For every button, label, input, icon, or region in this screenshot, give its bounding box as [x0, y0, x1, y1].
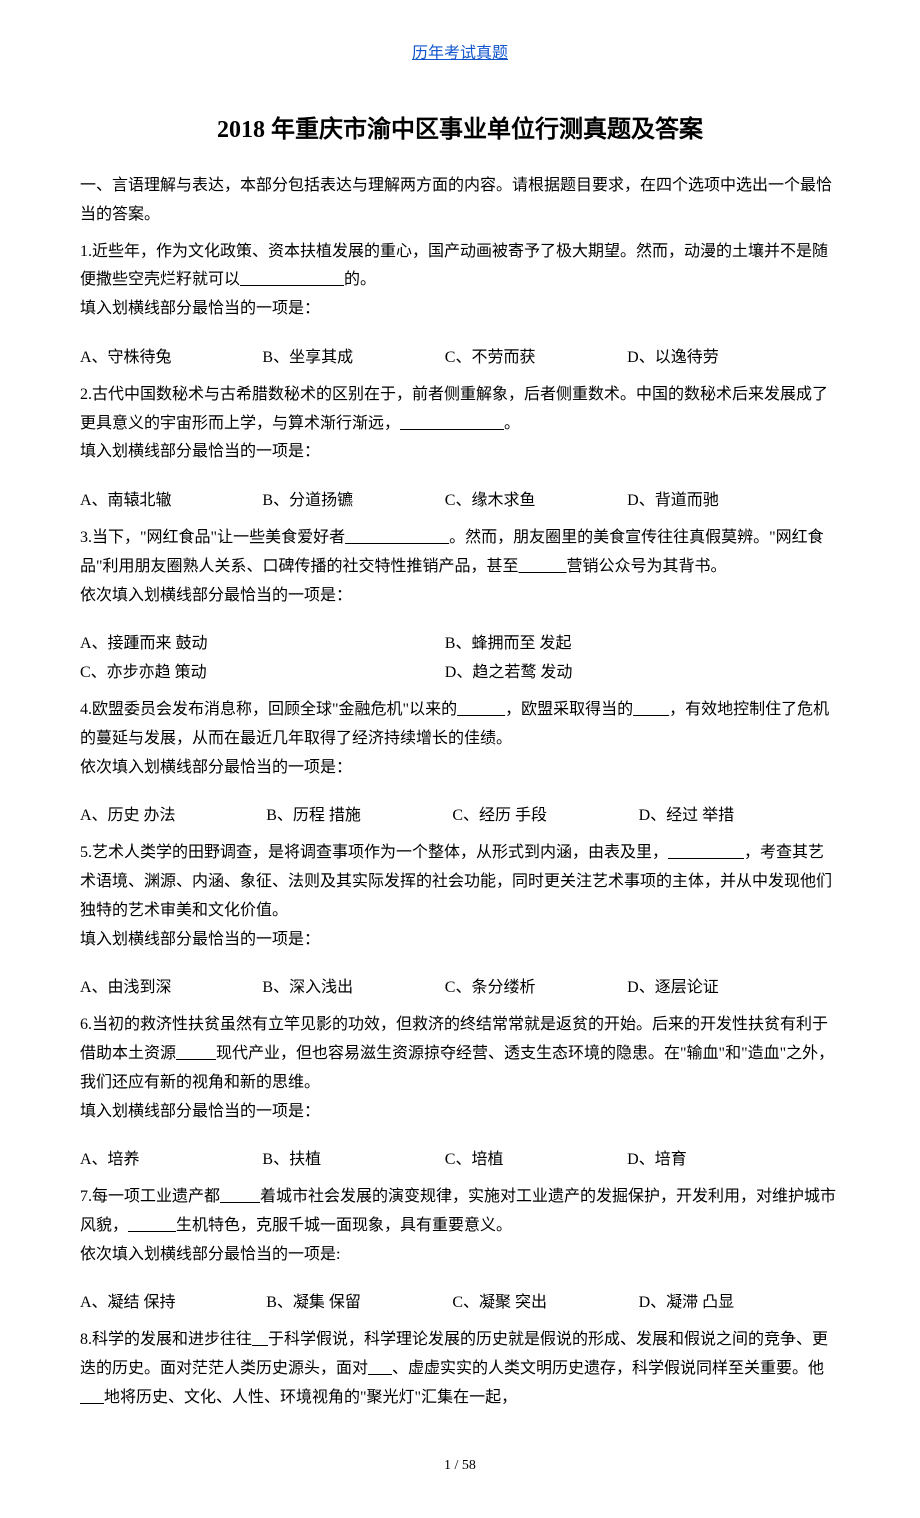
options: A、南辕北辙B、分道扬镳C、缘木求鱼D、背道而驰 — [80, 487, 840, 516]
question-prompt: 填入划横线部分最恰当的一项是： — [80, 1098, 840, 1127]
page-footer: 1 / 58 — [80, 1453, 840, 1478]
question-4: 4.欧盟委员会发布消息称，回顾全球"金融危机"以来的 ，欧盟采取得当的 ，有效地… — [80, 696, 840, 831]
option-b: B、分道扬镳 — [262, 487, 444, 516]
question-7: 7.每一项工业遗产都 着城市社会发展的演变规律，实施对工业遗产的发掘保护，开发利… — [80, 1183, 840, 1318]
options: A、培养B、扶植C、培植D、培育 — [80, 1146, 840, 1175]
question-prompt: 依次填入划横线部分最恰当的一项是： — [80, 582, 840, 611]
option-d: D、经过 举措 — [639, 802, 825, 831]
option-d: D、背道而驰 — [627, 487, 809, 516]
option-d: D、凝滞 凸显 — [639, 1289, 825, 1318]
option-a: A、南辕北辙 — [80, 487, 262, 516]
header-link-container: 历年考试真题 — [80, 40, 840, 69]
question-3: 3.当下，"网红食品"让一些美食爱好者 。然而，朋友圈里的美食宣传往往真假莫辨。… — [80, 524, 840, 688]
option-c: C、缘木求鱼 — [445, 487, 627, 516]
option-c: C、经历 手段 — [452, 802, 638, 831]
question-text: 4.欧盟委员会发布消息称，回顾全球"金融危机"以来的 ，欧盟采取得当的 ，有效地… — [80, 696, 840, 754]
header-link[interactable]: 历年考试真题 — [412, 45, 508, 62]
option-d: D、趋之若鹜 发动 — [445, 659, 810, 688]
option-b: B、坐享其成 — [262, 344, 444, 373]
options: A、凝结 保持B、凝集 保留C、凝聚 突出D、凝滞 凸显 — [80, 1289, 840, 1318]
option-c: C、不劳而获 — [445, 344, 627, 373]
option-a: A、历史 办法 — [80, 802, 266, 831]
option-b: B、蜂拥而至 发起 — [445, 630, 810, 659]
question-2: 2.古代中国数秘术与古希腊数秘术的区别在于，前者侧重解象，后者侧重数术。中国的数… — [80, 381, 840, 516]
question-text: 1.近些年，作为文化政策、资本扶植发展的重心，国产动画被寄予了极大期望。然而，动… — [80, 238, 840, 296]
question-prompt: 填入划横线部分最恰当的一项是： — [80, 926, 840, 955]
option-c: C、条分缕析 — [445, 974, 627, 1003]
option-d: D、培育 — [627, 1146, 809, 1175]
option-c: C、亦步亦趋 策动 — [80, 659, 445, 688]
options: A、守株待兔B、坐享其成C、不劳而获D、以逸待劳 — [80, 344, 840, 373]
option-a: A、接踵而来 鼓动 — [80, 630, 445, 659]
option-c: C、培植 — [445, 1146, 627, 1175]
option-a: A、由浅到深 — [80, 974, 262, 1003]
question-prompt: 填入划横线部分最恰当的一项是： — [80, 438, 840, 467]
option-b: B、凝集 保留 — [266, 1289, 452, 1318]
question-1: 1.近些年，作为文化政策、资本扶植发展的重心，国产动画被寄予了极大期望。然而，动… — [80, 238, 840, 373]
question-text: 8.科学的发展和进步往往 于科学假说，科学理论发展的历史就是假说的形成、发展和假… — [80, 1326, 840, 1412]
option-b: B、扶植 — [262, 1146, 444, 1175]
option-a: A、凝结 保持 — [80, 1289, 266, 1318]
question-prompt: 依次填入划横线部分最恰当的一项是： — [80, 754, 840, 783]
question-6: 6.当初的救济性扶贫虽然有立竿见影的功效，但救济的终结常常就是返贫的开始。后来的… — [80, 1011, 840, 1175]
options: A、由浅到深B、深入浅出C、条分缕析D、逐层论证 — [80, 974, 840, 1003]
option-b: B、历程 措施 — [266, 802, 452, 831]
question-text: 3.当下，"网红食品"让一些美食爱好者 。然而，朋友圈里的美食宣传往往真假莫辨。… — [80, 524, 840, 582]
option-a: A、守株待兔 — [80, 344, 262, 373]
options: A、历史 办法B、历程 措施C、经历 手段D、经过 举措 — [80, 802, 840, 831]
question-text: 7.每一项工业遗产都 着城市社会发展的演变规律，实施对工业遗产的发掘保护，开发利… — [80, 1183, 840, 1241]
option-c: C、凝聚 突出 — [452, 1289, 638, 1318]
question-text: 5.艺术人类学的田野调查，是将调查事项作为一个整体，从形式到内涵，由表及里， ，… — [80, 839, 840, 925]
question-8: 8.科学的发展和进步往往 于科学假说，科学理论发展的历史就是假说的形成、发展和假… — [80, 1326, 840, 1412]
section-intro: 一、言语理解与表达，本部分包括表达与理解两方面的内容。请根据题目要求，在四个选项… — [80, 172, 840, 230]
option-d: D、以逸待劳 — [627, 344, 809, 373]
question-prompt: 依次填入划横线部分最恰当的一项是: — [80, 1241, 840, 1270]
question-text: 6.当初的救济性扶贫虽然有立竿见影的功效，但救济的终结常常就是返贫的开始。后来的… — [80, 1011, 840, 1097]
question-prompt: 填入划横线部分最恰当的一项是： — [80, 295, 840, 324]
option-d: D、逐层论证 — [627, 974, 809, 1003]
options: A、接踵而来 鼓动B、蜂拥而至 发起 C、亦步亦趋 策动D、趋之若鹜 发动 — [80, 630, 840, 688]
question-5: 5.艺术人类学的田野调查，是将调查事项作为一个整体，从形式到内涵，由表及里， ，… — [80, 839, 840, 1003]
option-b: B、深入浅出 — [262, 974, 444, 1003]
page-title: 2018 年重庆市渝中区事业单位行测真题及答案 — [80, 109, 840, 152]
option-a: A、培养 — [80, 1146, 262, 1175]
question-text: 2.古代中国数秘术与古希腊数秘术的区别在于，前者侧重解象，后者侧重数术。中国的数… — [80, 381, 840, 439]
